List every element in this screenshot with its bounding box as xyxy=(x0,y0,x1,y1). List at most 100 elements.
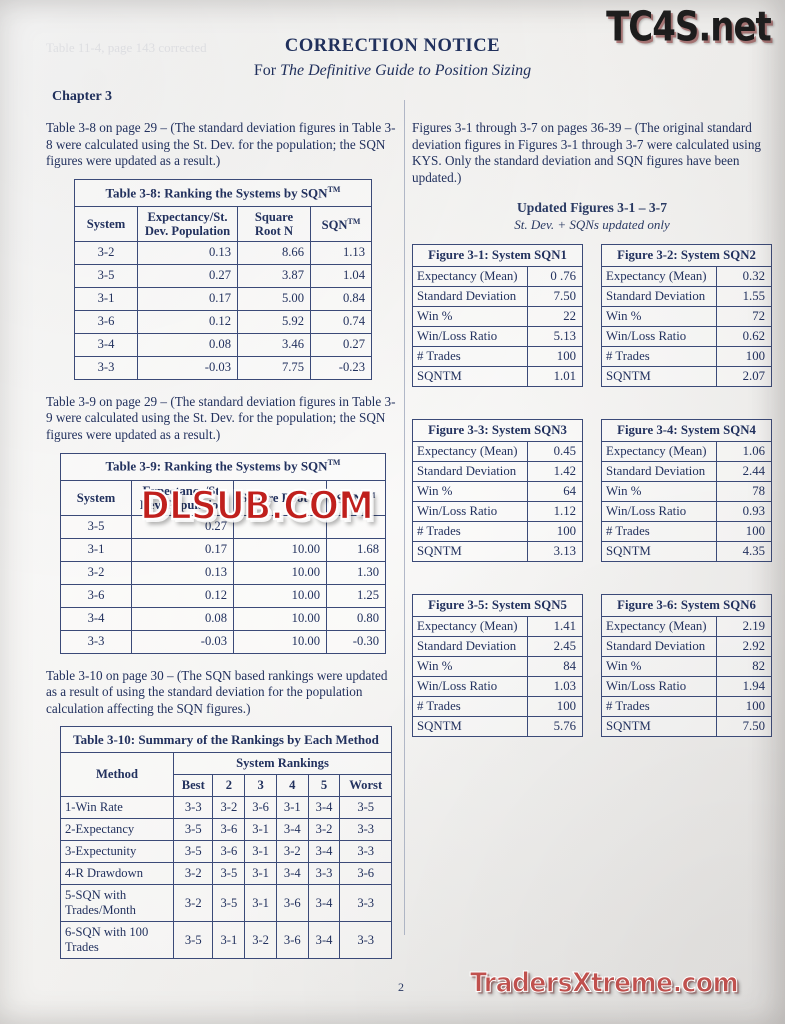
row-label-expectancy: Expectancy (Mean) xyxy=(412,616,528,638)
row-label-stddev: Standard Deviation xyxy=(412,636,528,658)
row-label-expectancy: Expectancy (Mean) xyxy=(412,441,528,463)
figure-3-1-table: Figure 3-1: System SQN1 Expectancy (Mean… xyxy=(412,244,583,388)
table-row: 3-2 0.13 10.00 1.30 xyxy=(60,560,386,585)
table-3-9: Table 3-9: Ranking the Systems by SQNTM … xyxy=(60,452,386,654)
row-value-winpct: 84 xyxy=(527,656,583,678)
tradersxtreme-watermark: TradersXtreme.com xyxy=(469,967,739,999)
cell-sqrtn: 3.87 xyxy=(237,263,311,288)
cell-sqrtn: 10.00 xyxy=(233,560,327,585)
cell-rank: 3-3 xyxy=(307,862,341,886)
row-value-trades: 100 xyxy=(716,521,772,543)
row-value-trades: 100 xyxy=(527,521,583,543)
chapter-heading: Chapter 3 xyxy=(52,89,113,104)
figure-title: Figure 3-3: System SQN3 xyxy=(412,419,583,443)
row-label-winpct: Win % xyxy=(412,481,528,503)
table38-intro-text: Table 3-8 on page 29 – (The standard dev… xyxy=(46,120,396,169)
cell-sqrtn: 10.00 xyxy=(233,537,327,562)
table-row: Win/Loss Ratio 1.12 xyxy=(412,501,583,523)
row-value-trades: 100 xyxy=(527,696,583,718)
row-label-trades: # Trades xyxy=(412,346,528,368)
figure-title-row: Figure 3-5: System SQN5 xyxy=(412,594,583,618)
cell-sqrtn: 5.00 xyxy=(237,286,311,311)
trademark-mark: TM xyxy=(362,490,376,500)
row-value-winloss: 0.62 xyxy=(716,326,772,348)
row-label-trades: # Trades xyxy=(412,696,528,718)
cell-system: 3-5 xyxy=(60,514,132,539)
cell-sqn: 1.25 xyxy=(326,583,386,608)
cell-rank: 3-4 xyxy=(275,862,309,886)
figure-tables-grid: Figure 3-1: System SQN1 Expectancy (Mean… xyxy=(412,244,772,751)
cell-system: 3-3 xyxy=(74,355,138,380)
trademark-mark: TM xyxy=(347,217,361,227)
table310-intro-text: Table 3-10 on page 30 – (The SQN based r… xyxy=(46,667,388,716)
table-row: SQNTM 4.35 xyxy=(601,541,772,563)
updated-figures-heading: Updated Figures 3-1 – 3-7 xyxy=(516,200,668,216)
cell-sqn: 1.13 xyxy=(310,240,372,265)
row-label-winloss: Win/Loss Ratio xyxy=(601,676,717,698)
cell-expectancy: -0.03 xyxy=(131,629,234,654)
row-label-winpct: Win % xyxy=(601,656,717,678)
table38-intro-paragraph: Table 3-8 on page 29 – (The standard dev… xyxy=(46,120,396,170)
table-row: 3-6 0.12 10.00 1.25 xyxy=(60,583,386,608)
cell-sqn: 1.68 xyxy=(326,537,386,562)
row-value-sqn: 2.07 xyxy=(716,366,772,388)
cell-rank: 3-5 xyxy=(212,884,246,923)
cell-sqrtn: 8.66 xyxy=(237,240,311,265)
cell-system: 3-3 xyxy=(60,629,132,654)
table-row: 6-SQN with 100 Trades 3-5 3-1 3-2 3-6 3-… xyxy=(60,921,392,960)
row-label-sqn: SQNTM xyxy=(601,541,717,563)
table-3-9-header-expectancy: Expectancy/St. Dev. Population xyxy=(131,479,234,516)
table-row: 3-5 0.27 3.87 1.04 xyxy=(74,263,372,288)
table-row: # Trades 100 xyxy=(412,521,583,543)
table-3-8-header-sqn-text: SQN xyxy=(321,218,348,233)
row-value-winloss: 1.12 xyxy=(527,501,583,523)
row-value-winloss: 1.94 xyxy=(716,676,772,698)
row-value-trades: 100 xyxy=(527,346,583,368)
table-3-9-title-row: Table 3-9: Ranking the Systems by SQNTM xyxy=(60,452,386,481)
cell-rank: 3-4 xyxy=(307,840,341,864)
figures-intro-paragraph: Figures 3-1 through 3-7 on pages 36-39 –… xyxy=(412,120,772,186)
table-row: 3-3 -0.03 10.00 -0.30 xyxy=(60,629,386,654)
row-label-expectancy: Expectancy (Mean) xyxy=(601,266,717,288)
cell-sqrtn: 7.75 xyxy=(237,355,311,380)
table-3-8-header-system: System xyxy=(74,205,138,242)
row-value-sqn: 3.13 xyxy=(527,541,583,563)
figure-3-2: Figure 3-2: System SQN2 Expectancy (Mean… xyxy=(601,244,772,388)
cell-system: 3-4 xyxy=(74,332,138,357)
cell-rank: 3-5 xyxy=(339,796,392,820)
table-row: Win % 78 xyxy=(601,481,772,503)
table-row: 3-6 0.12 5.92 0.74 xyxy=(74,309,372,334)
cell-expectancy: 0.12 xyxy=(131,583,234,608)
table-row: Win % 64 xyxy=(412,481,583,503)
table39-intro-paragraph: Table 3-9 on page 29 – (The standard dev… xyxy=(46,394,396,444)
table-3-9-header-sqn-text: SQN xyxy=(336,492,363,507)
row-value-winloss: 5.13 xyxy=(527,326,583,348)
cell-rank: 3-6 xyxy=(212,840,246,864)
cell-rank: 3-2 xyxy=(307,818,341,842)
row-value-sqn: 4.35 xyxy=(716,541,772,563)
row-label-winloss: Win/Loss Ratio xyxy=(412,326,528,348)
row-value-stddev: 2.45 xyxy=(527,636,583,658)
table-row: Standard Deviation 1.55 xyxy=(601,286,772,308)
row-value-stddev: 2.92 xyxy=(716,636,772,658)
figure-3-4-table: Figure 3-4: System SQN4 Expectancy (Mean… xyxy=(601,419,772,563)
cell-system: 3-2 xyxy=(74,240,138,265)
cell-rank: 3-3 xyxy=(172,796,214,820)
table-row: Win/Loss Ratio 5.13 xyxy=(412,326,583,348)
row-label-stddev: Standard Deviation xyxy=(601,636,717,658)
cell-rank: 3-2 xyxy=(244,921,277,960)
row-value-expectancy: 1.41 xyxy=(527,616,583,638)
figure-3-3: Figure 3-3: System SQN3 Expectancy (Mean… xyxy=(412,419,583,563)
page-subtitle: For The Definitive Guide to Position Siz… xyxy=(0,62,785,80)
figure-title: Figure 3-2: System SQN2 xyxy=(601,244,772,268)
table-row: Win/Loss Ratio 0.93 xyxy=(601,501,772,523)
cell-system: 3-4 xyxy=(60,606,132,631)
table-row: Standard Deviation 2.92 xyxy=(601,636,772,658)
row-value-winpct: 82 xyxy=(716,656,772,678)
row-label-sqn: SQNTM xyxy=(412,716,528,738)
table-row: 3-4 0.08 10.00 0.80 xyxy=(60,606,386,631)
updated-figures-subheading: St. Dev. + SQNs updated only xyxy=(514,217,670,233)
table-row: Win/Loss Ratio 0.62 xyxy=(601,326,772,348)
row-value-winpct: 72 xyxy=(716,306,772,328)
figure-3-6-table: Figure 3-6: System SQN6 Expectancy (Mean… xyxy=(601,594,772,738)
